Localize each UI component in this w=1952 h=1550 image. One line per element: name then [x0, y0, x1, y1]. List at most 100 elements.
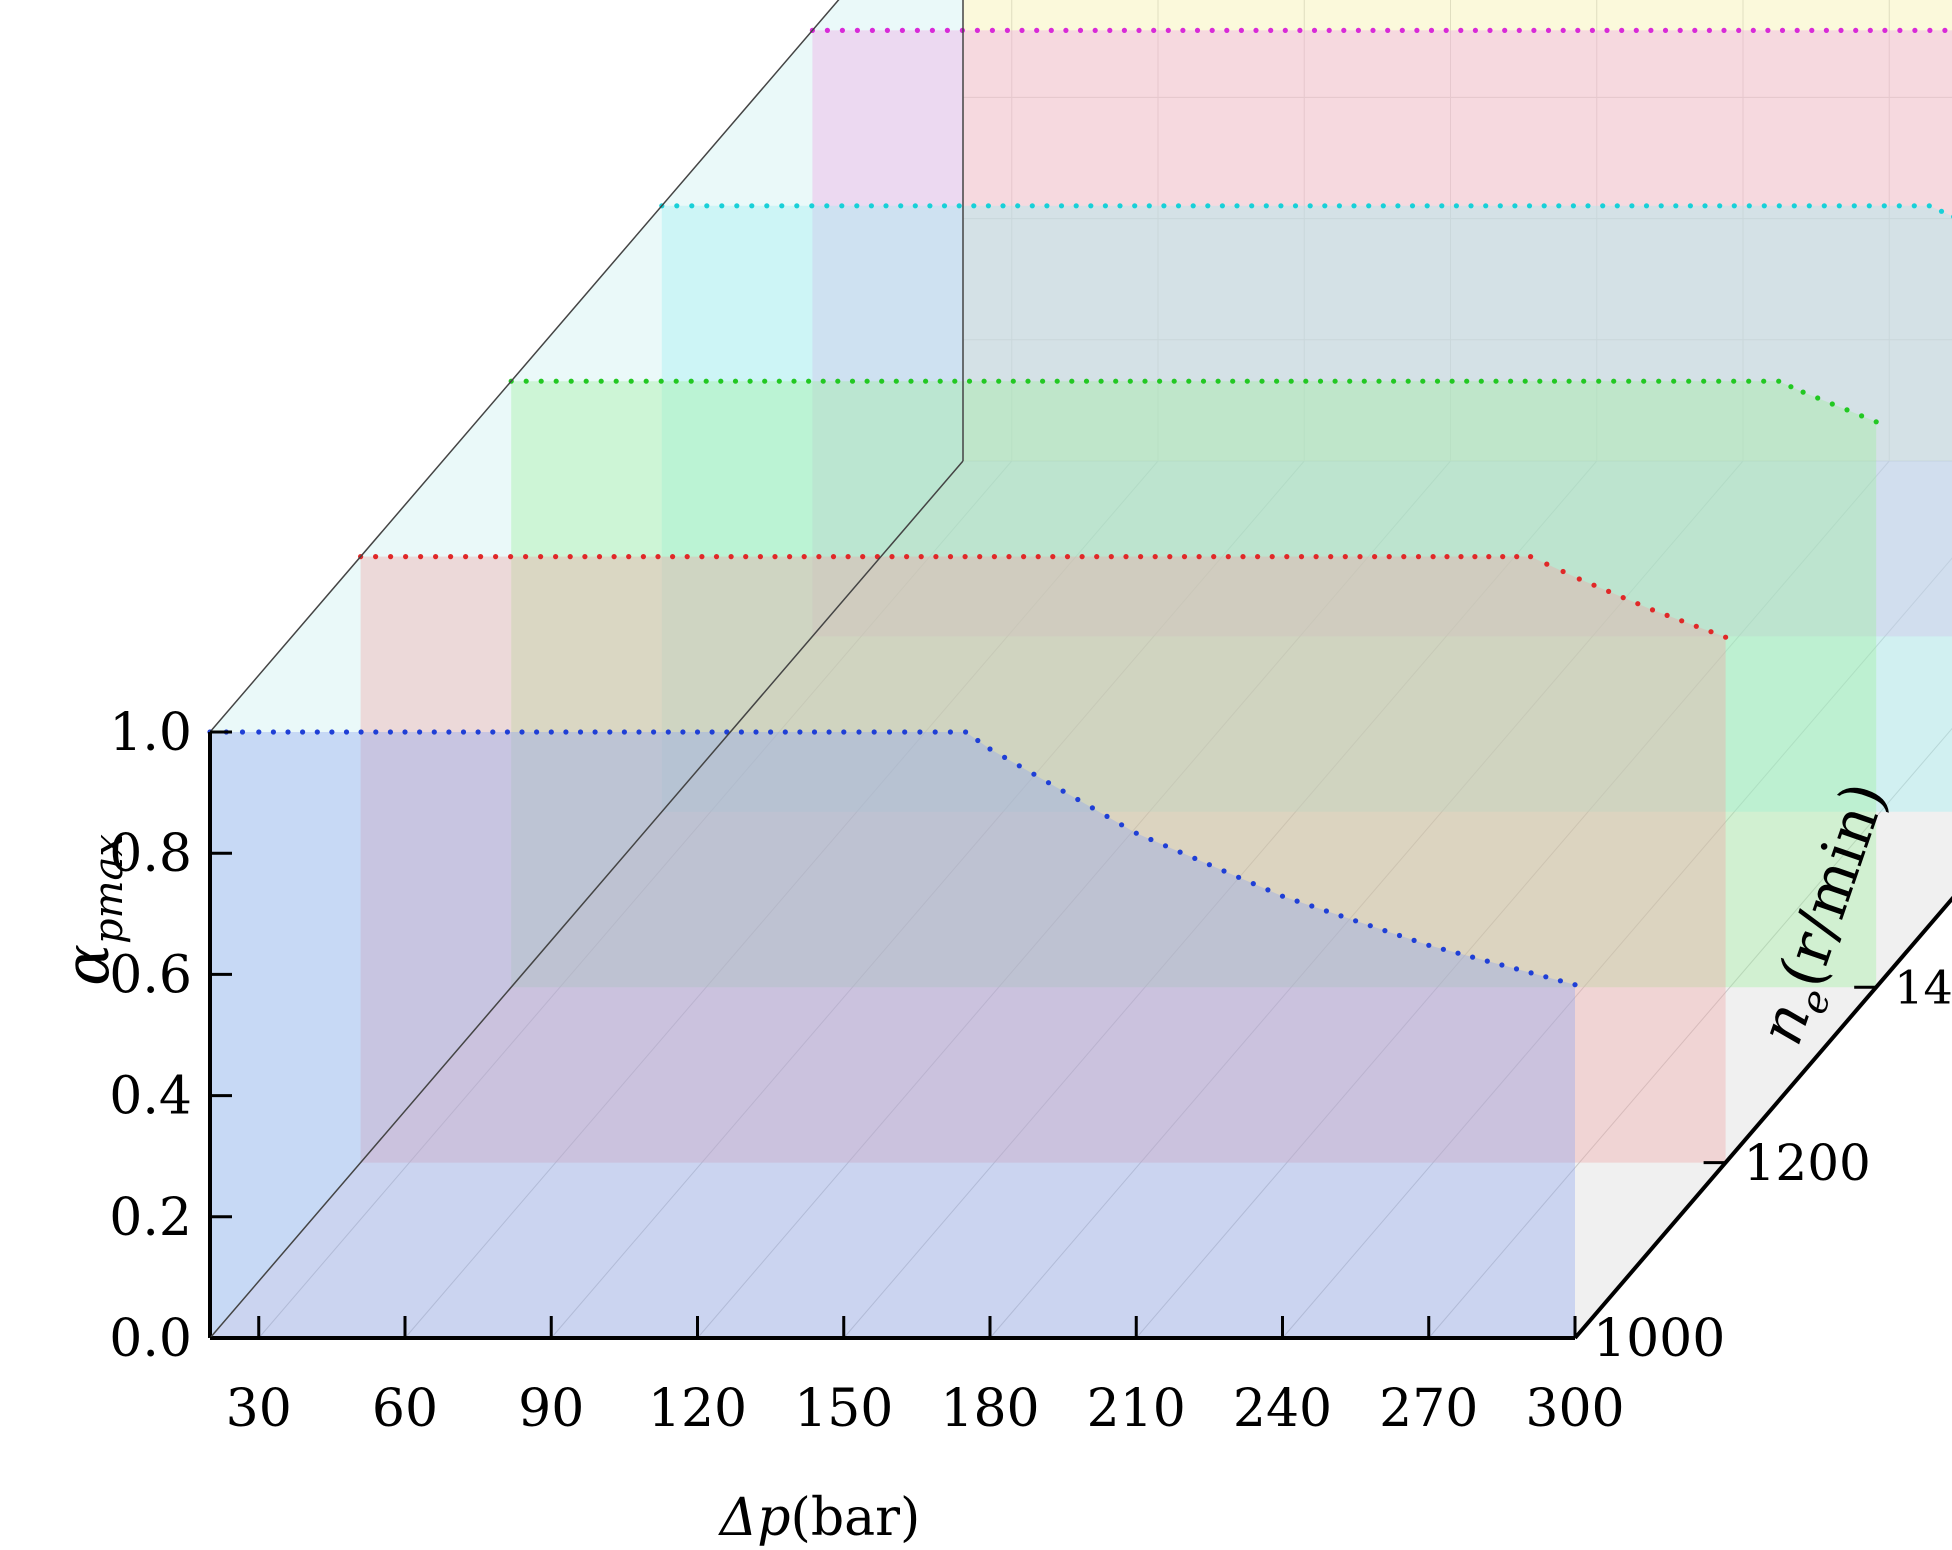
data-point: [1138, 554, 1144, 560]
data-point: [1589, 27, 1595, 33]
x-label-unit: (bar): [791, 1488, 921, 1548]
data-point: [1092, 27, 1098, 33]
data-point: [343, 729, 350, 735]
data-point: [1077, 27, 1084, 33]
data-point: [1157, 378, 1163, 384]
data-point: [1098, 378, 1104, 384]
data-point: [1180, 27, 1186, 33]
data-point: [1927, 27, 1933, 33]
data-point: [871, 729, 877, 735]
data-point: [563, 729, 569, 735]
data-point: [1192, 855, 1198, 862]
y-label-subscript: pmax: [86, 834, 132, 944]
data-point: [1279, 893, 1286, 899]
data-point: [387, 729, 393, 735]
data-point: [403, 554, 409, 560]
data-point: [952, 378, 958, 384]
data-point: [1693, 623, 1699, 629]
series-fill-1200: [360, 556, 1726, 1163]
data-point: [300, 729, 306, 735]
data-point: [1108, 554, 1114, 560]
data-point: [963, 729, 969, 735]
data-point: [732, 378, 739, 384]
data-point: [1643, 203, 1650, 209]
data-point: [1336, 203, 1342, 209]
data-point: [1543, 974, 1549, 980]
data-point: [1844, 407, 1850, 413]
data-point: [417, 729, 423, 735]
data-point: [1194, 27, 1201, 33]
data-point: [239, 729, 246, 735]
data-point: [1171, 378, 1177, 384]
z-tick-label: 1000: [1593, 1309, 1725, 1369]
data-point: [508, 554, 514, 560]
data-point: [1405, 378, 1411, 384]
data-point: [869, 27, 876, 33]
data-point: [1717, 203, 1723, 209]
data-point: [764, 203, 770, 209]
data-point: [1493, 378, 1499, 384]
data-point: [1175, 203, 1182, 209]
series-group: [207, 0, 1952, 1338]
data-point: [1211, 554, 1217, 560]
data-point: [1428, 27, 1435, 33]
x-tick-label: 150: [794, 1379, 893, 1439]
data-point: [1225, 554, 1231, 560]
data-point: [1347, 378, 1353, 384]
data-point: [1633, 27, 1639, 33]
data-point: [1566, 378, 1572, 384]
data-point: [446, 729, 452, 735]
data-point: [1395, 203, 1401, 209]
data-point: [1512, 203, 1518, 209]
data-point: [1472, 27, 1478, 33]
data-point: [912, 203, 918, 209]
data-point: [1581, 378, 1587, 384]
data-point: [1472, 554, 1478, 560]
data-point: [1209, 27, 1215, 33]
data-point: [718, 378, 724, 384]
data-point: [1838, 27, 1844, 33]
data-point: [1500, 554, 1506, 560]
data-point: [1010, 378, 1016, 384]
data-point: [762, 378, 768, 384]
data-point: [1351, 203, 1357, 209]
data-point: [1575, 27, 1581, 33]
data-point: [1677, 27, 1683, 33]
data-point: [1355, 27, 1361, 33]
series-line-1000: [207, 729, 1578, 988]
data-point: [1132, 203, 1138, 209]
series-fill-1800: [812, 30, 1952, 637]
data-point: [787, 554, 793, 560]
z-tick-label: 1200: [1744, 1134, 1871, 1192]
data-point: [1809, 27, 1815, 33]
data-point: [1444, 554, 1450, 560]
data-point: [1556, 203, 1562, 209]
data-point: [1716, 378, 1722, 384]
data-point: [776, 378, 782, 384]
data-point: [621, 729, 628, 735]
data-point: [1458, 27, 1464, 33]
data-point: [1570, 203, 1576, 209]
data-point: [1284, 554, 1290, 560]
data-point: [519, 729, 525, 735]
data-point: [932, 729, 938, 735]
floor-gridline: [1282, 557, 1952, 1339]
data-point: [806, 378, 812, 384]
data-point: [463, 554, 469, 560]
x-tick-label: 180: [940, 1379, 1039, 1439]
data-point: [1692, 27, 1698, 33]
data-point: [1079, 554, 1085, 560]
data-point: [917, 729, 923, 735]
data-point: [673, 378, 679, 384]
data-point: [944, 27, 951, 33]
x-axis-label: Δp(bar): [718, 1488, 921, 1548]
data-point: [1034, 27, 1040, 33]
data-point: [839, 203, 845, 209]
data-point: [1206, 862, 1212, 868]
data-point: [996, 378, 1002, 384]
floor-gridline: [404, 460, 1159, 1339]
data-point: [1821, 203, 1827, 209]
data-point: [490, 729, 496, 735]
data-point: [1177, 849, 1183, 855]
data-point: [1537, 378, 1543, 384]
